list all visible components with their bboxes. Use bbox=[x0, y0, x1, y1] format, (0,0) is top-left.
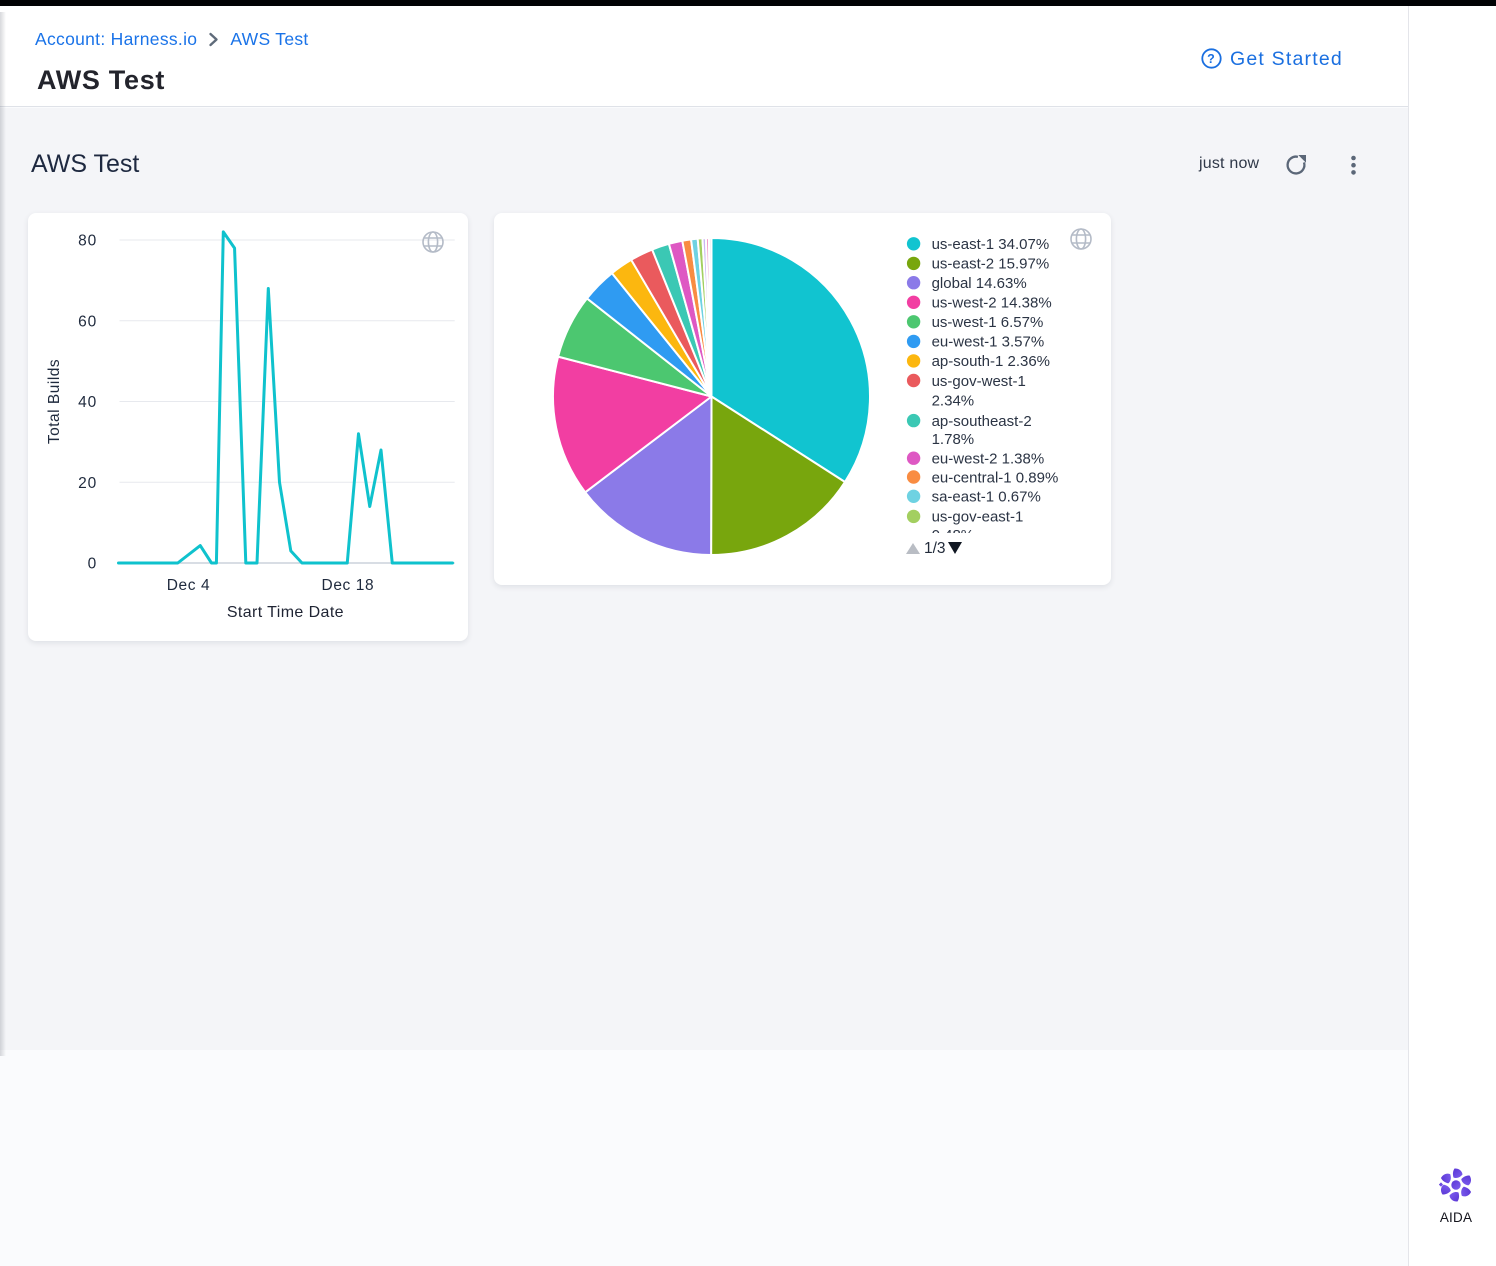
svg-text:0.48%: 0.48% bbox=[932, 527, 975, 544]
svg-text:0: 0 bbox=[88, 556, 97, 573]
svg-text:eu-west-2 1.38%: eu-west-2 1.38% bbox=[932, 451, 1045, 468]
svg-text:us-gov-east-1: us-gov-east-1 bbox=[932, 509, 1024, 526]
svg-text:Start Time Date: Start Time Date bbox=[227, 604, 344, 621]
svg-text:ap-south-1 2.36%: ap-south-1 2.36% bbox=[932, 353, 1050, 370]
svg-text:us-east-2 15.97%: us-east-2 15.97% bbox=[932, 256, 1050, 273]
svg-text:80: 80 bbox=[78, 233, 97, 250]
svg-text:us-west-1 6.57%: us-west-1 6.57% bbox=[932, 314, 1044, 331]
svg-text:60: 60 bbox=[78, 313, 97, 330]
svg-text:eu-west-1 3.57%: eu-west-1 3.57% bbox=[932, 334, 1045, 351]
svg-text:sa-east-1 0.67%: sa-east-1 0.67% bbox=[932, 489, 1041, 506]
svg-text:1.78%: 1.78% bbox=[932, 431, 975, 448]
svg-text:global 14.63%: global 14.63% bbox=[932, 275, 1027, 292]
svg-text:40: 40 bbox=[78, 394, 97, 411]
svg-text:ap-southeast-2: ap-southeast-2 bbox=[932, 413, 1032, 430]
svg-text:?: ? bbox=[1207, 52, 1216, 66]
svg-text:Total Builds: Total Builds bbox=[46, 359, 63, 444]
svg-text:us-east-1 34.07%: us-east-1 34.07% bbox=[932, 236, 1050, 253]
svg-text:2.34%: 2.34% bbox=[932, 393, 975, 410]
svg-text:Dec 18: Dec 18 bbox=[322, 577, 375, 594]
svg-text:us-gov-west-1: us-gov-west-1 bbox=[932, 373, 1026, 390]
svg-text:us-west-2 14.38%: us-west-2 14.38% bbox=[932, 295, 1052, 312]
svg-text:eu-central-1 0.89%: eu-central-1 0.89% bbox=[932, 469, 1059, 486]
svg-text:Dec 4: Dec 4 bbox=[167, 577, 211, 594]
svg-text:20: 20 bbox=[78, 475, 97, 492]
